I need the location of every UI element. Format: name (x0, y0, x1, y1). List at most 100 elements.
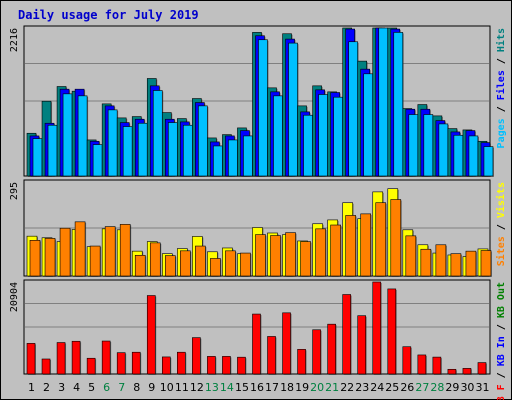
bar-bottom-kb-f-30 (462, 368, 472, 375)
bar-bottom-kb-f-25 (387, 288, 397, 375)
bar-bottom-kb-f-21 (327, 323, 336, 375)
y-axis-title-part-top-2: Files (495, 70, 507, 100)
x-tick-label-13: 13 (205, 381, 219, 394)
bar-top-hits-19 (303, 114, 313, 177)
y-axis-title-part-bottom-2: KB In (496, 336, 507, 366)
x-tick-label-12: 12 (190, 381, 204, 394)
bar-middle-sites-21 (330, 224, 341, 277)
y-axis-title-part-bottom-0: KB F (496, 384, 507, 400)
bar-top-hits-11 (183, 124, 193, 177)
bar-middle-sites-24 (375, 202, 387, 277)
bar-bottom-kb-f-19 (297, 349, 306, 375)
x-tick-label-29: 29 (445, 381, 459, 394)
bar-middle-sites-22 (345, 215, 356, 277)
bar-middle-sites-14 (225, 250, 236, 277)
bar-top-hits-2 (47, 124, 58, 177)
bar-bottom-kb-f-18 (282, 312, 291, 375)
bar-bottom-kb-f-3 (56, 342, 66, 375)
panel-bottom: 20904 KB F / KB In / KB Out (9, 279, 507, 400)
bar-top-hits-5 (92, 144, 103, 177)
bar-top-hits-17 (273, 95, 283, 177)
bar-bottom-kb-f-4 (71, 340, 81, 375)
y-axis-title-part-top-0: Pages (496, 118, 507, 148)
bar-bottom-kb-f-9 (146, 295, 156, 375)
bar-bottom-kb-f-2 (41, 358, 51, 375)
y-axis-title-top: Pages / Files / Hits (495, 28, 507, 148)
y-axis-title-part-top-1: / (496, 100, 507, 118)
x-tick-label-6: 6 (103, 381, 110, 394)
bar-middle-sites-1 (29, 240, 41, 277)
bar-bottom-kb-f-26 (402, 346, 412, 375)
bar-middle-sites-11 (180, 250, 191, 277)
bar-top-hits-26 (408, 114, 419, 177)
bar-bottom-kb-f-16 (252, 313, 261, 375)
bar-top-hits-12 (198, 105, 208, 177)
x-tick-label-15: 15 (235, 381, 249, 394)
x-tick-label-10: 10 (160, 381, 174, 394)
bar-bottom-kb-f-7 (116, 352, 126, 375)
x-tick-label-9: 9 (148, 381, 155, 394)
x-tick-label-19: 19 (295, 381, 309, 394)
panel-middle: 295 Sites / Visits (9, 179, 507, 277)
bar-bottom-kb-f-17 (267, 336, 276, 375)
y-axis-title-middle: Sites / Visits (495, 182, 507, 266)
x-axis-labels: 1 2 3 4 5 6 7 8 9 10 11 12 13 14 15 16 17 18 19 20 21 22 23 24 2… (28, 381, 489, 394)
y-max-label-bottom: 20904 (9, 282, 20, 312)
chart-title: Daily usage for July 2019 (18, 8, 199, 22)
bar-top-hits-6 (107, 109, 118, 177)
bar-middle-sites-10 (164, 255, 176, 277)
bar-bottom-kb-f-5 (86, 357, 96, 375)
x-tick-label-18: 18 (280, 381, 294, 394)
bar-middle-sites-20 (315, 228, 326, 277)
x-tick-label-23: 23 (355, 381, 369, 394)
x-tick-label-26: 26 (400, 381, 414, 394)
bar-top-hits-31 (483, 146, 494, 177)
bar-top-hits-27 (423, 114, 434, 177)
x-tick-label-20: 20 (310, 381, 324, 394)
bar-middle-sites-3 (59, 227, 71, 277)
y-axis-title-part-bottom-3: / (496, 318, 507, 336)
y-axis-title-part-bottom-4: KB Out (496, 282, 507, 318)
bar-middle-sites-6 (104, 226, 116, 277)
bar-middle-sites-25 (390, 199, 402, 277)
bar-middle-sites-28 (435, 244, 447, 277)
bar-top-hits-8 (137, 122, 148, 177)
y-max-label-top: 2216 (9, 28, 20, 52)
bar-middle-sites-8 (134, 254, 146, 277)
x-tick-label-25: 25 (385, 381, 399, 394)
x-tick-label-28: 28 (430, 381, 444, 394)
y-max-label-middle: 295 (9, 182, 20, 200)
y-axis-title-part-middle-2: Visits (495, 182, 507, 218)
x-tick-label-30: 30 (460, 381, 474, 394)
bar-middle-sites-27 (420, 248, 432, 277)
x-tick-label-31: 31 (475, 381, 489, 394)
y-axis-title-part-top-3: / (496, 52, 507, 70)
bar-bottom-kb-f-13 (207, 356, 216, 375)
bar-middle-sites-18 (285, 232, 296, 277)
bar-top-hits-9 (152, 90, 163, 177)
bar-top-hits-29 (453, 134, 464, 177)
bar-middle-sites-2 (44, 238, 56, 277)
bar-bottom-kb-f-29 (447, 368, 457, 375)
bar-top-hits-7 (122, 126, 133, 177)
bar-bottom-kb-f-10 (161, 356, 171, 375)
bar-bottom-kb-f-11 (177, 351, 186, 375)
x-tick-label-7: 7 (118, 381, 125, 394)
bar-middle-sites-23 (360, 213, 372, 277)
bar-top-hits-18 (288, 42, 298, 177)
bar-top-hits-4 (77, 95, 88, 177)
bar-middle-sites-17 (270, 235, 281, 277)
bar-bottom-kb-f-20 (312, 329, 321, 375)
y-axis-title-part-middle-1: / (496, 218, 507, 236)
bar-middle-sites-16 (255, 234, 266, 277)
x-tick-label-14: 14 (220, 381, 234, 394)
y-axis-title-part-top-4: Hits (495, 28, 507, 52)
bar-bottom-kb-f-22 (342, 294, 351, 375)
bar-bottom-kb-f-6 (101, 340, 111, 375)
bar-top-hits-14 (228, 139, 238, 177)
bar-middle-sites-9 (149, 242, 161, 277)
x-tick-label-5: 5 (88, 381, 95, 394)
x-tick-label-22: 22 (340, 381, 354, 394)
bar-bottom-kb-f-23 (357, 315, 367, 375)
